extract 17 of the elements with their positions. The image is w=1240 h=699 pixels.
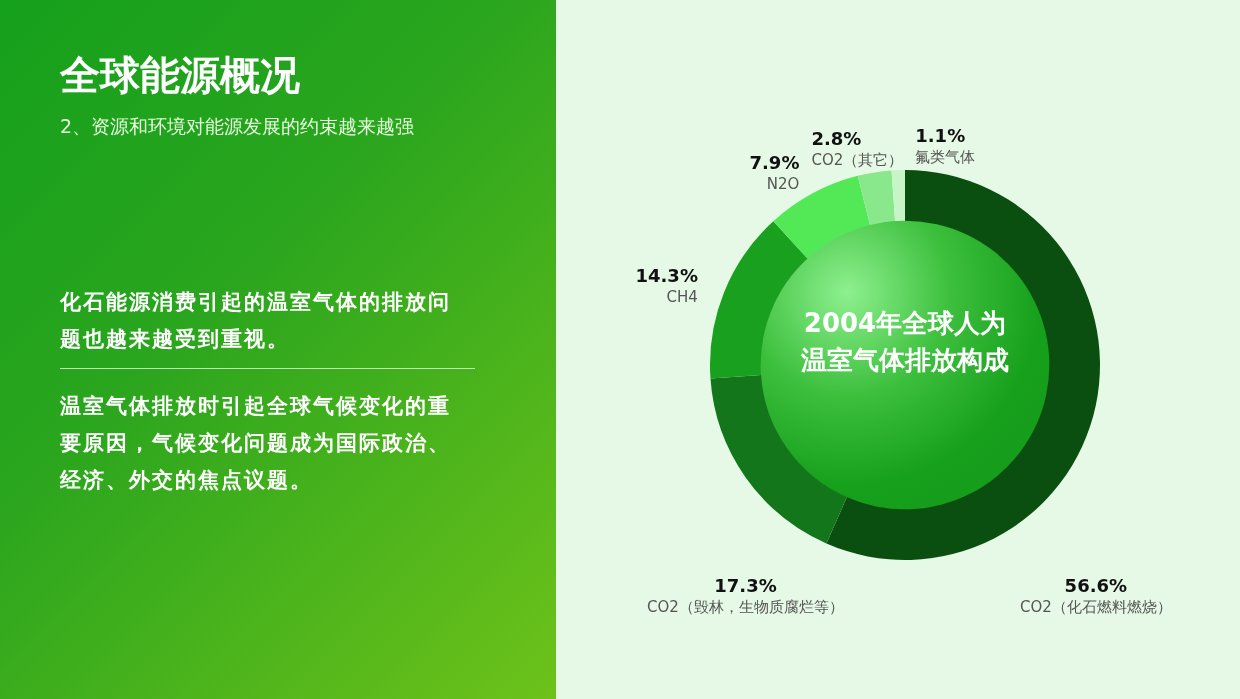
data-label: 2.8% [811, 127, 862, 149]
slice-label: CO2（化石燃料燃烧） [1019, 598, 1172, 616]
text: 全球能源概况 [60, 51, 300, 100]
data-label: 1.1% [915, 125, 966, 147]
text: 2、资源和环境对能源发展的约束越来越强 [60, 114, 415, 139]
data-label: 14.3% [635, 265, 698, 287]
data-label: 7.9% [749, 151, 800, 173]
slice-label: CO2（其它） [811, 150, 904, 169]
slice-label: N2O [766, 174, 800, 193]
text: 2004年全球人为温室气体排放构成 [800, 307, 1010, 377]
data-label: 56.6% [1064, 575, 1128, 596]
text: 化石能源消费引起的温室气体的排放问题也越来越受到重视。 [60, 289, 452, 353]
slice-label: 氟类气体 [915, 148, 976, 167]
slice-label: CH4 [666, 288, 698, 307]
slice-label: CO2（毁林，生物质腐烂等） [647, 598, 844, 616]
data-label: 17.3% [714, 575, 777, 596]
text: 温室气体排放时引起全球气候变化的重要原因，气候变化问题成为国际政治、经济、外交的焦点议题。 [60, 393, 452, 494]
